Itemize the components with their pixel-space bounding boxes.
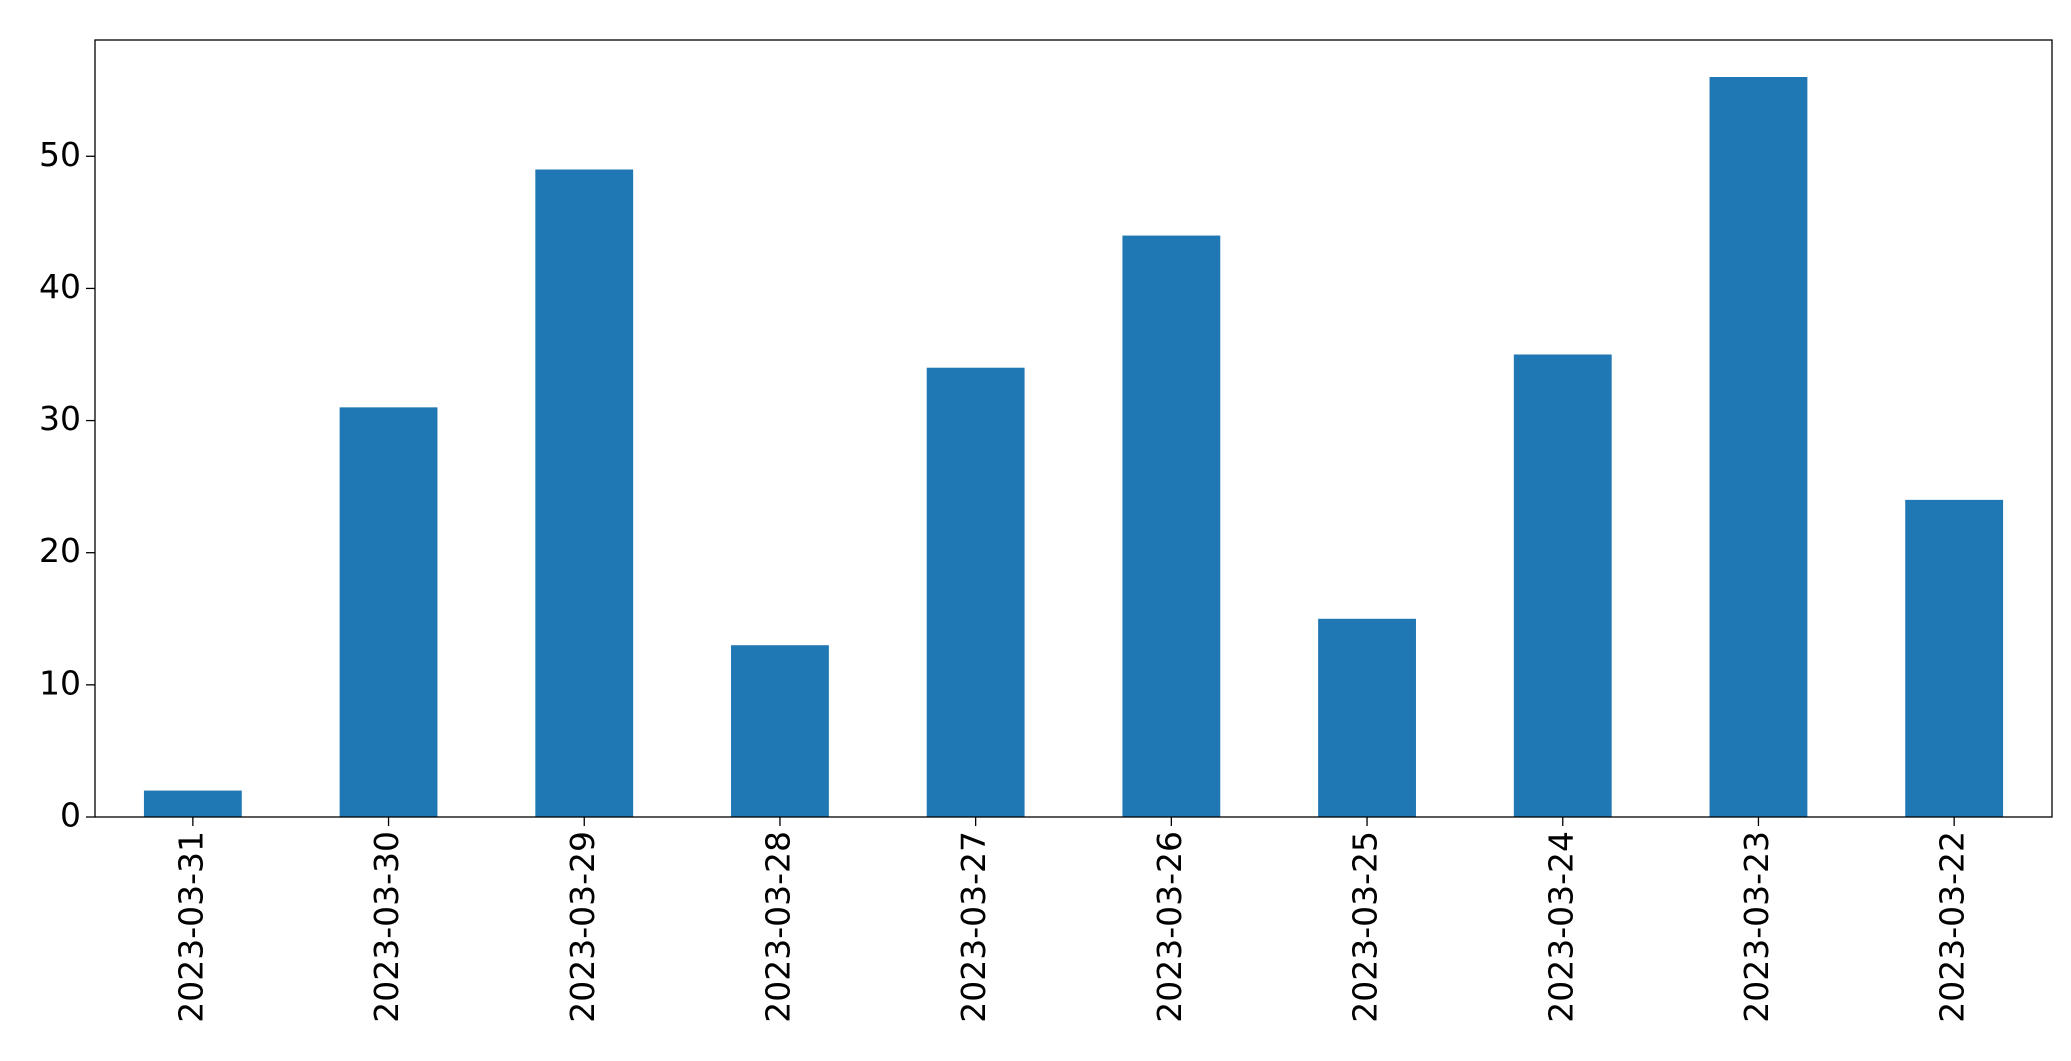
y-tick-label: 30: [39, 399, 81, 438]
x-tick-label: 2023-03-26: [1150, 831, 1189, 1023]
bar: [143, 790, 242, 817]
y-tick-label: 50: [39, 135, 81, 174]
x-tick-label: 2023-03-27: [954, 831, 993, 1023]
x-tick-label: 2023-03-29: [563, 831, 602, 1023]
bar: [1513, 354, 1612, 817]
y-tick-label: 0: [60, 796, 81, 835]
plot-frame: [94, 39, 2053, 818]
y-tick-label: 10: [39, 663, 81, 702]
bar: [926, 367, 1025, 817]
y-tick-label: 20: [39, 531, 81, 570]
x-tick-label: 2023-03-23: [1737, 831, 1776, 1023]
bar: [1709, 77, 1808, 817]
x-tick-label: 2023-03-24: [1541, 831, 1580, 1023]
bar: [731, 645, 829, 817]
x-tick-label: 2023-03-31: [171, 831, 210, 1023]
bar: [1122, 235, 1221, 818]
bar: [535, 169, 634, 817]
y-tick-label: 40: [39, 267, 81, 306]
bar: [339, 407, 438, 817]
x-tick-label: 2023-03-30: [367, 831, 406, 1023]
x-tick-label: 2023-03-28: [758, 831, 797, 1023]
x-tick-label: 2023-03-25: [1346, 831, 1385, 1023]
x-tick-label: 2023-03-22: [1933, 831, 1972, 1023]
bar: [1905, 499, 2004, 817]
bar: [1318, 618, 1416, 817]
